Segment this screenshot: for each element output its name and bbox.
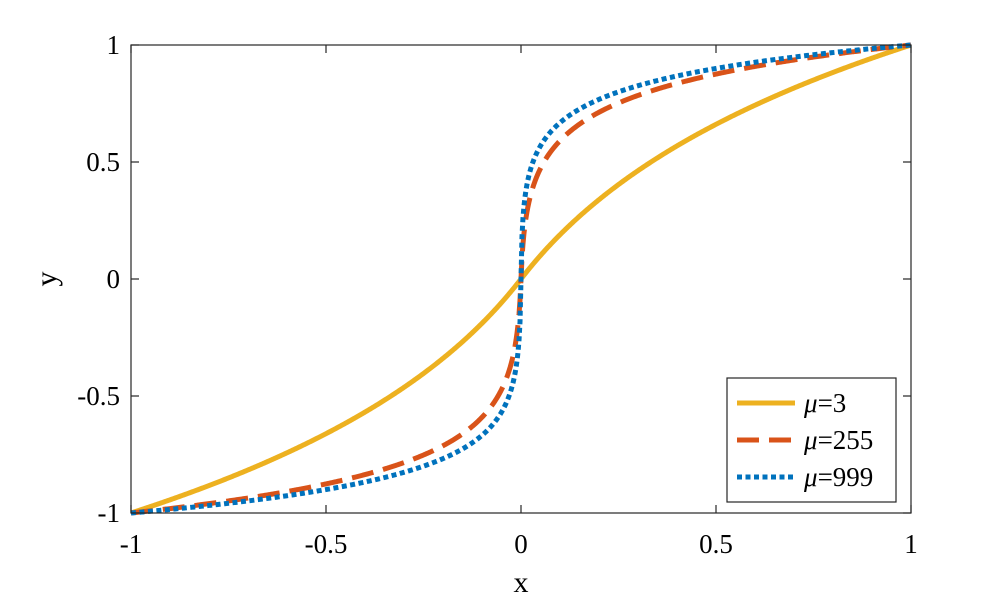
legend-label-1: μ=3: [803, 388, 846, 418]
series-layer: [129, 42, 913, 516]
y-tick-label: -0.5: [77, 381, 120, 411]
x-tick-label: -1: [120, 529, 143, 559]
y-tick-label: 0: [107, 264, 121, 294]
legend: μ=3 μ=255 μ=999: [726, 377, 897, 503]
y-tick-label: 1: [107, 30, 121, 60]
legend-label-3: μ=999: [803, 462, 873, 492]
series-line-3: [129, 42, 913, 516]
x-axis-label: x: [514, 566, 529, 599]
x-tick-label: 0: [514, 529, 528, 559]
legend-label-2: μ=255: [803, 425, 873, 455]
y-tick-label: 0.5: [86, 147, 120, 177]
x-tick-label: 0.5: [699, 529, 733, 559]
y-axis-label: y: [30, 272, 63, 287]
x-tick-label: 1: [904, 529, 918, 559]
x-tick-label: -0.5: [305, 529, 348, 559]
tick-layer: -1 -0.5 0 0.5 1 -1 -0.5 0 0.5 1: [77, 30, 918, 559]
y-tick-label: -1: [98, 498, 121, 528]
